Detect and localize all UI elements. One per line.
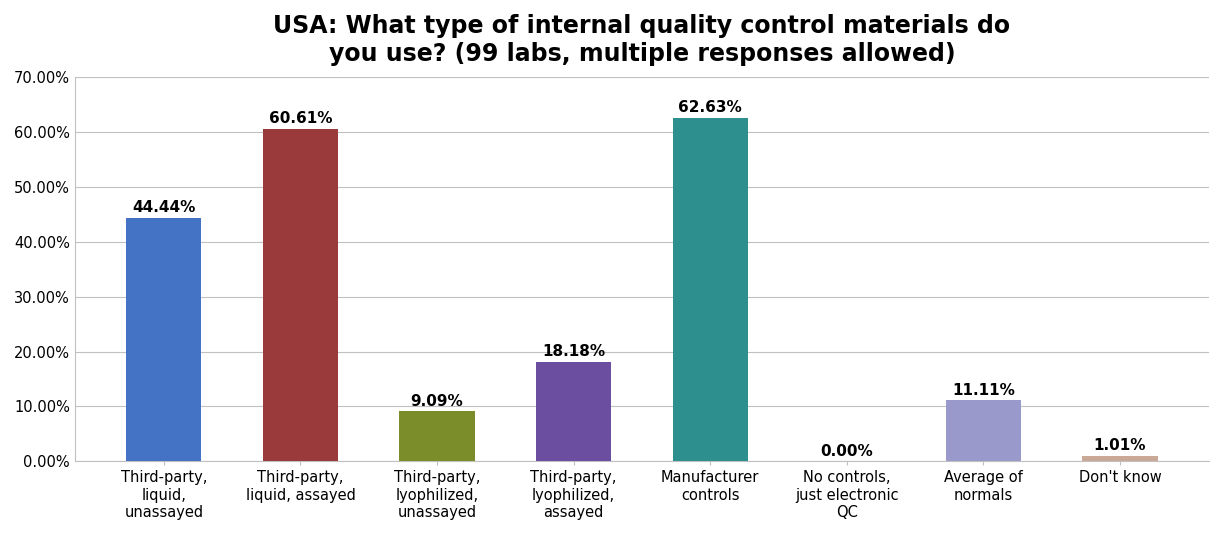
Text: 60.61%: 60.61% <box>269 111 333 126</box>
Text: 44.44%: 44.44% <box>132 200 196 215</box>
Bar <box>126 217 202 461</box>
Bar <box>673 118 747 461</box>
Text: 18.18%: 18.18% <box>542 344 605 359</box>
Bar <box>400 411 475 461</box>
Title: USA: What type of internal quality control materials do
you use? (99 labs, multi: USA: What type of internal quality contr… <box>274 14 1010 66</box>
Text: 11.11%: 11.11% <box>951 382 1015 398</box>
Text: 0.00%: 0.00% <box>821 444 873 459</box>
Bar <box>263 129 338 461</box>
Bar <box>1082 456 1157 461</box>
Text: 9.09%: 9.09% <box>411 394 464 409</box>
Text: 62.63%: 62.63% <box>679 100 742 115</box>
Text: 1.01%: 1.01% <box>1093 438 1146 453</box>
Bar <box>945 400 1021 461</box>
Bar <box>536 362 612 461</box>
